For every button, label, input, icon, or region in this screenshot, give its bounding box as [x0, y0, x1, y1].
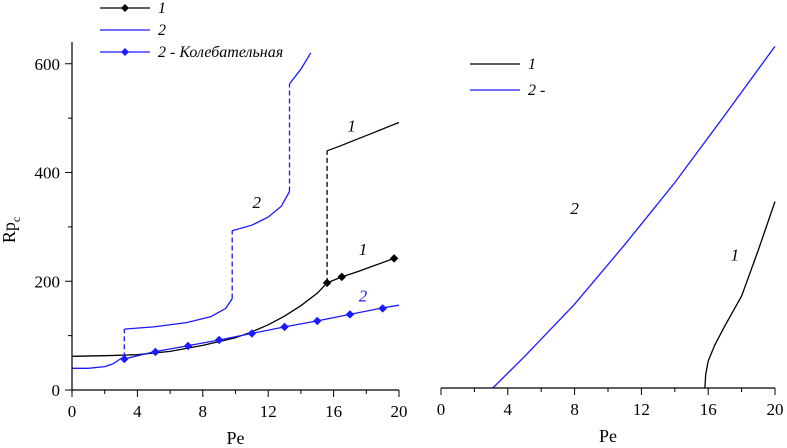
- legend-marker-0: [121, 4, 129, 12]
- series-2-line-8: [232, 191, 291, 232]
- x-ticks: 0 4 8 12 16 20: [68, 390, 408, 421]
- y-tick-label: 400: [35, 164, 61, 183]
- series-2-marker-3: [214, 335, 224, 345]
- series-2-marker-1: [151, 347, 160, 357]
- series-2-marker-4: [247, 329, 257, 338]
- x-tick-label: 16: [700, 400, 717, 419]
- series-2-marker-0: [119, 354, 129, 364]
- y-tick-label: 200: [35, 272, 61, 291]
- x-axis-label: Pe: [227, 428, 245, 448]
- x-tick-label: 4: [133, 402, 142, 421]
- y-tick-label: 600: [35, 55, 61, 74]
- curve-label-1: 1: [359, 240, 368, 259]
- curve-labels: 21: [570, 199, 739, 264]
- curve-label-2: 2: [570, 199, 579, 218]
- series-1-line-1: [704, 201, 776, 389]
- x-tick-label: 0: [68, 402, 77, 421]
- series-2-marker-5: [280, 322, 289, 332]
- curve-label-2: 2: [253, 193, 262, 212]
- curve-labels: 1 2 1 2: [253, 117, 368, 306]
- legend: 1 2 2 - Колебательная: [100, 0, 283, 61]
- curve-label-1: 1: [731, 245, 740, 264]
- series-2-line-11: [124, 304, 400, 360]
- legend-text-0: 1: [158, 0, 166, 17]
- y-ticks: 0 200 400 600: [35, 55, 72, 400]
- x-tick-label: 8: [199, 402, 208, 421]
- series-2-line-4: [72, 357, 122, 369]
- series-1-marker-2: [389, 254, 399, 263]
- series-1-line-2: [326, 121, 400, 152]
- series-1-marker-1: [337, 272, 347, 282]
- x-tick-label: 16: [325, 402, 342, 421]
- series-1-marker-0: [322, 278, 332, 288]
- legend-marker-2: [121, 48, 129, 56]
- curve-label-1: 1: [347, 117, 356, 136]
- series-2-line-6: [124, 298, 233, 330]
- x-tick-label: 20: [767, 400, 784, 419]
- series-2-marker-7: [345, 310, 355, 319]
- x-axis-label: Pe: [599, 426, 617, 446]
- y-axis-label: Rpc: [0, 217, 23, 243]
- series-group: [492, 45, 776, 389]
- x-tick-label: 12: [260, 402, 277, 421]
- series-2-line-0: [492, 45, 776, 389]
- x-tick-label: 12: [633, 400, 650, 419]
- curve-label-2: 2: [359, 286, 368, 305]
- series-2-line-10: [288, 52, 312, 85]
- legend-text-0: 1: [528, 56, 536, 73]
- x-tick-label: 20: [391, 402, 408, 421]
- legend: 1 2 -: [470, 56, 545, 99]
- y-axis-label-subscript: c: [9, 217, 23, 222]
- x-tick-label: 8: [570, 400, 579, 419]
- x-tick-label: 4: [504, 400, 513, 419]
- series-1-line-3: [326, 257, 395, 284]
- x-tick-label: 0: [437, 400, 446, 419]
- series-2-marker-2: [183, 341, 193, 351]
- series-2-marker-6: [312, 316, 322, 326]
- legend-text-1: 2 -: [528, 82, 545, 99]
- series-group: [71, 52, 400, 369]
- x-ticks: 0 4 8 12 16 20: [437, 388, 784, 419]
- legend-text-1: 2: [158, 22, 166, 39]
- legend-text-2: 2 - Колебательная: [158, 44, 283, 61]
- series-2-marker-8: [378, 304, 388, 313]
- y-tick-label: 0: [52, 381, 61, 400]
